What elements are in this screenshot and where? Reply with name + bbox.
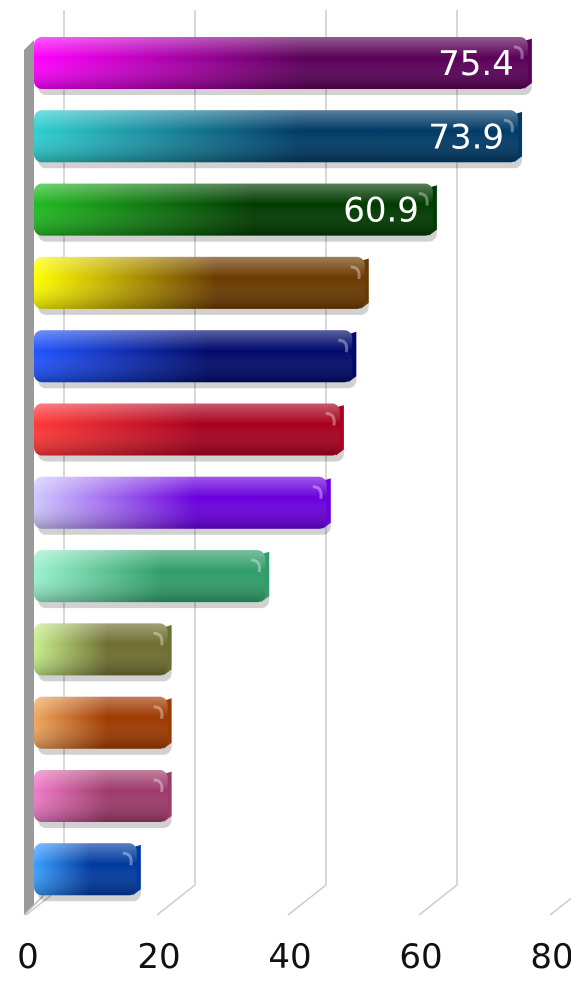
bar-shade [34, 256, 365, 309]
x-tick-label: 20 [137, 937, 180, 977]
gridline-floor [156, 884, 196, 916]
bar-shade [34, 110, 519, 163]
bar-shade [34, 623, 168, 676]
bar [34, 843, 141, 902]
bar [34, 183, 437, 242]
bar-shade [34, 330, 353, 383]
bar-shade [34, 476, 327, 529]
x-tick-label: 60 [399, 937, 442, 977]
bar-shade [34, 183, 433, 236]
gridline-floor [418, 884, 458, 916]
bar [34, 37, 532, 95]
bar [34, 256, 369, 315]
bar-shade [34, 37, 528, 89]
x-tick-label: 40 [268, 937, 311, 977]
bar [34, 696, 172, 755]
data-labels: 75.4 73.960.9 [343, 44, 514, 231]
bar-shade [34, 403, 340, 456]
bar-shade [34, 843, 137, 896]
data-label: 60.9 [343, 191, 419, 231]
x-tick-label: 80 [530, 937, 571, 977]
bars [34, 37, 532, 902]
bar [34, 330, 357, 389]
bar-shade [34, 696, 168, 749]
data-label: 73.9 [428, 117, 504, 157]
bar-shade [34, 770, 168, 822]
x-axis-tick-labels: 0 20 40 60 80 [17, 937, 571, 977]
bar [34, 110, 523, 169]
bar [34, 623, 172, 682]
axis-wall [24, 40, 34, 915]
data-label: 75.4 [438, 44, 514, 84]
bar [34, 476, 331, 535]
gridline-floor [549, 897, 571, 916]
bar [34, 770, 172, 828]
x-tick-label: 0 [17, 937, 39, 977]
gridline-floor [287, 884, 327, 916]
bar [34, 550, 270, 609]
bar [34, 403, 344, 462]
bar-shade [34, 550, 266, 603]
